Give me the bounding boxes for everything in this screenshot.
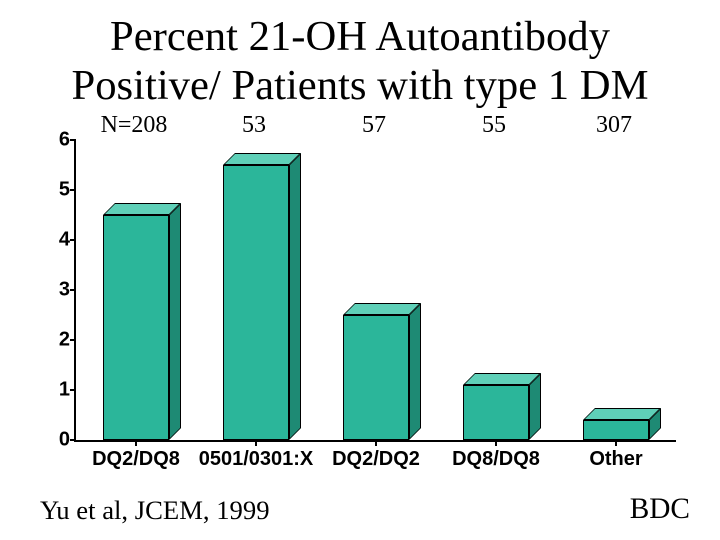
bar-side-face [169, 203, 181, 440]
title-line-1: Percent 21-OH Autoantibody [110, 13, 610, 60]
n-label: 53 [242, 112, 266, 139]
n-label: N=208 [101, 112, 168, 139]
bar [103, 215, 169, 440]
y-tick-label: 0 [46, 429, 70, 452]
corner-label: BDC [630, 493, 690, 526]
bar-top-face [463, 373, 541, 385]
title-line-2: Positive/ Patients with type 1 DM [71, 62, 648, 109]
x-tick-label: DQ2/DQ2 [332, 448, 420, 471]
bar-top-face [223, 153, 301, 165]
y-tick [70, 189, 76, 191]
x-tick [255, 440, 257, 446]
n-label: 55 [482, 112, 506, 139]
y-tick [70, 439, 76, 441]
chart-area: 0123456DQ2/DQ80501/0301:XDQ2/DQ2DQ8/DQ8O… [40, 140, 680, 470]
y-tick [70, 289, 76, 291]
y-tick [70, 239, 76, 241]
bar-front-face [343, 315, 409, 440]
x-tick [495, 440, 497, 446]
bar [343, 315, 409, 440]
y-tick-label: 6 [46, 129, 70, 152]
n-label: 57 [362, 112, 386, 139]
x-tick [615, 440, 617, 446]
y-tick-label: 3 [46, 279, 70, 302]
bar-side-face [409, 303, 421, 440]
citation-text: Yu et al, JCEM, 1999 [40, 495, 270, 526]
bar-side-face [289, 153, 301, 440]
y-tick-label: 4 [46, 229, 70, 252]
x-tick [375, 440, 377, 446]
y-tick [70, 139, 76, 141]
n-label: 307 [596, 112, 632, 139]
plot-area: 0123456DQ2/DQ80501/0301:XDQ2/DQ2DQ8/DQ8O… [74, 140, 676, 442]
y-tick-label: 1 [46, 379, 70, 402]
y-tick-label: 2 [46, 329, 70, 352]
y-tick [70, 339, 76, 341]
y-tick-label: 5 [46, 179, 70, 202]
bar [223, 165, 289, 440]
bar-front-face [463, 385, 529, 440]
bar [463, 385, 529, 440]
x-tick-label: DQ8/DQ8 [452, 448, 540, 471]
bar-top-face [103, 203, 181, 215]
x-tick-label: 0501/0301:X [199, 448, 314, 471]
slide-root: Percent 21-OH Autoantibody Positive/ Pat… [0, 0, 720, 540]
bar-top-face [583, 408, 661, 420]
x-tick [135, 440, 137, 446]
bar-front-face [583, 420, 649, 440]
bar-front-face [103, 215, 169, 440]
x-tick-label: DQ2/DQ8 [92, 448, 180, 471]
y-tick [70, 389, 76, 391]
n-labels-row: N=208 53 57 55 307 [0, 112, 720, 136]
x-tick-label: Other [589, 448, 642, 471]
bar [583, 420, 649, 440]
bar-top-face [343, 303, 421, 315]
slide-title: Percent 21-OH Autoantibody Positive/ Pat… [0, 12, 720, 110]
bar-front-face [223, 165, 289, 440]
